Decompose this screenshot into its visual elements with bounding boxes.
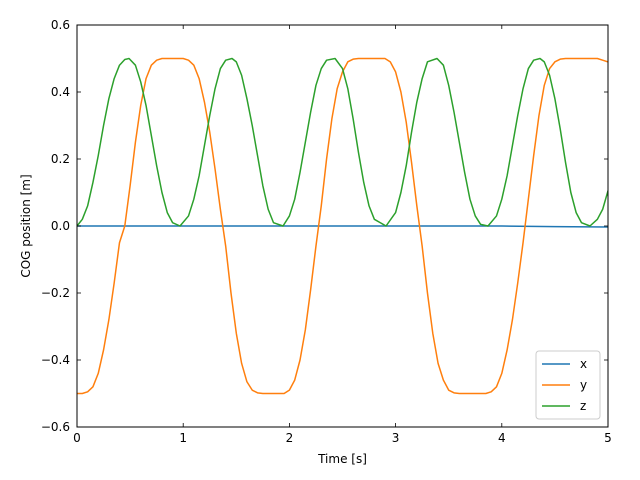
y-tick-label: 0.6 xyxy=(51,18,70,32)
x-tick-label: 5 xyxy=(604,431,612,445)
legend-label-x: x xyxy=(580,357,587,371)
y-axis-label: COG position [m] xyxy=(19,174,33,277)
y-tick-label: 0.4 xyxy=(51,85,70,99)
series-line-y xyxy=(77,57,608,395)
x-axis-label: Time [s] xyxy=(317,452,367,466)
legend-label-z: z xyxy=(580,399,586,413)
x-tick-label: 3 xyxy=(392,431,400,445)
x-tick-label: 4 xyxy=(498,431,506,445)
y-tick-label: 0.0 xyxy=(51,219,70,233)
x-tick-label: 0 xyxy=(73,431,81,445)
series-layer xyxy=(77,57,608,395)
legend: xyz xyxy=(535,350,601,420)
y-tick-label: −0.2 xyxy=(41,286,70,300)
series-line-x xyxy=(77,225,608,228)
x-tick-label: 2 xyxy=(286,431,294,445)
y-tick-label: 0.2 xyxy=(51,152,70,166)
legend-label-y: y xyxy=(580,378,587,392)
axes-layer: 0 1 2 3 4 5 −0.6 −0.4 −0.2 0.0 0.2 0.4 0.6 xyxy=(41,18,612,445)
y-tick-label: −0.6 xyxy=(41,420,70,434)
x-tick-label: 1 xyxy=(179,431,187,445)
y-tick-label: −0.4 xyxy=(41,353,70,367)
series-line-z xyxy=(77,57,608,227)
